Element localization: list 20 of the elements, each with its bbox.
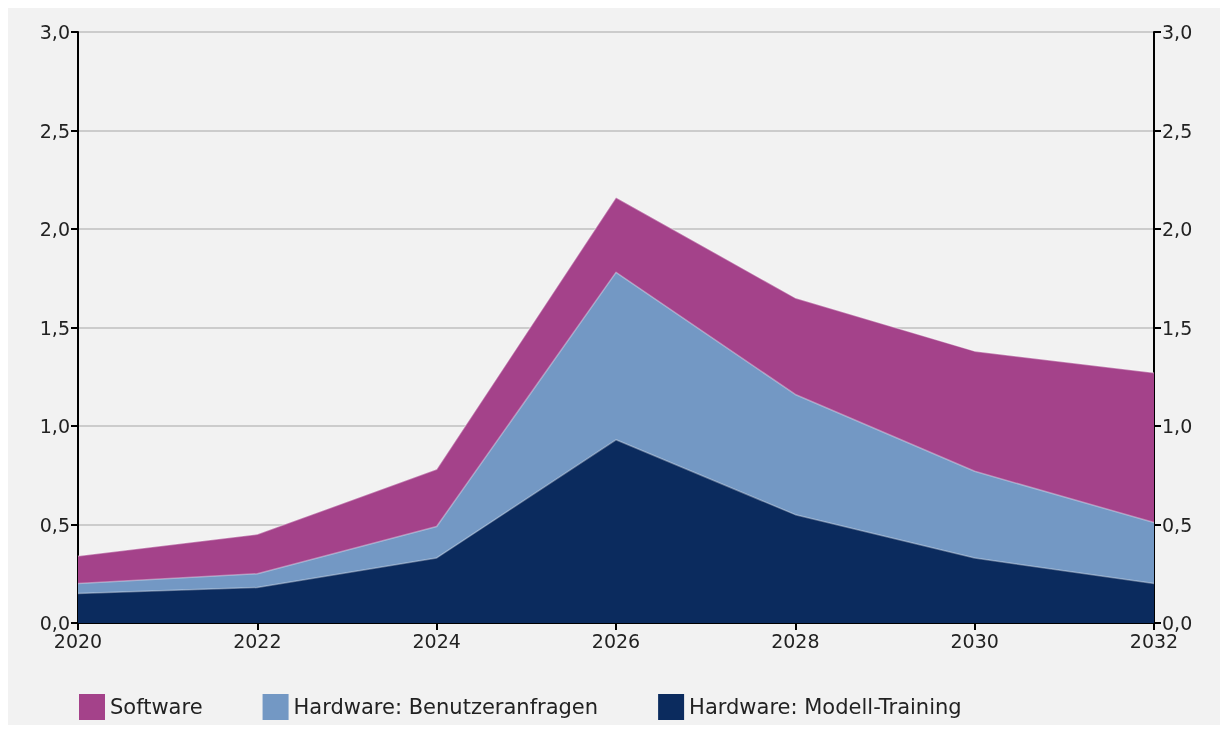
y-tick-label: 3,0 <box>39 21 70 43</box>
y-tick-label: 1,5 <box>39 316 70 339</box>
legend-label: Hardware: Modell-Training <box>689 695 962 719</box>
y-tick-label: 2,5 <box>39 119 70 142</box>
y2-tick-label: 2,0 <box>1162 218 1193 240</box>
y-tick-label: 2,0 <box>39 218 70 240</box>
y-tick-label: 0,5 <box>39 513 70 536</box>
y2-tick-label: 2,5 <box>1162 119 1193 142</box>
y2-tick-label: 1,5 <box>1162 316 1193 339</box>
y-tick-label: 1,0 <box>39 415 70 437</box>
x-tick-label: 2026 <box>591 629 641 652</box>
legend-label: Hardware: Benutzeranfragen <box>293 695 599 719</box>
x-tick-label: 2024 <box>412 629 461 652</box>
y2-tick-label: 3,0 <box>1162 21 1193 43</box>
x-tick-label: 2022 <box>233 629 282 652</box>
y2-tick-label: 0,5 <box>1162 513 1193 536</box>
x-tick-label: 2028 <box>771 629 820 652</box>
x-tick-label: 2030 <box>950 629 999 652</box>
y2-tick-label: 1,0 <box>1162 415 1193 437</box>
legend-label: Software <box>110 695 203 719</box>
